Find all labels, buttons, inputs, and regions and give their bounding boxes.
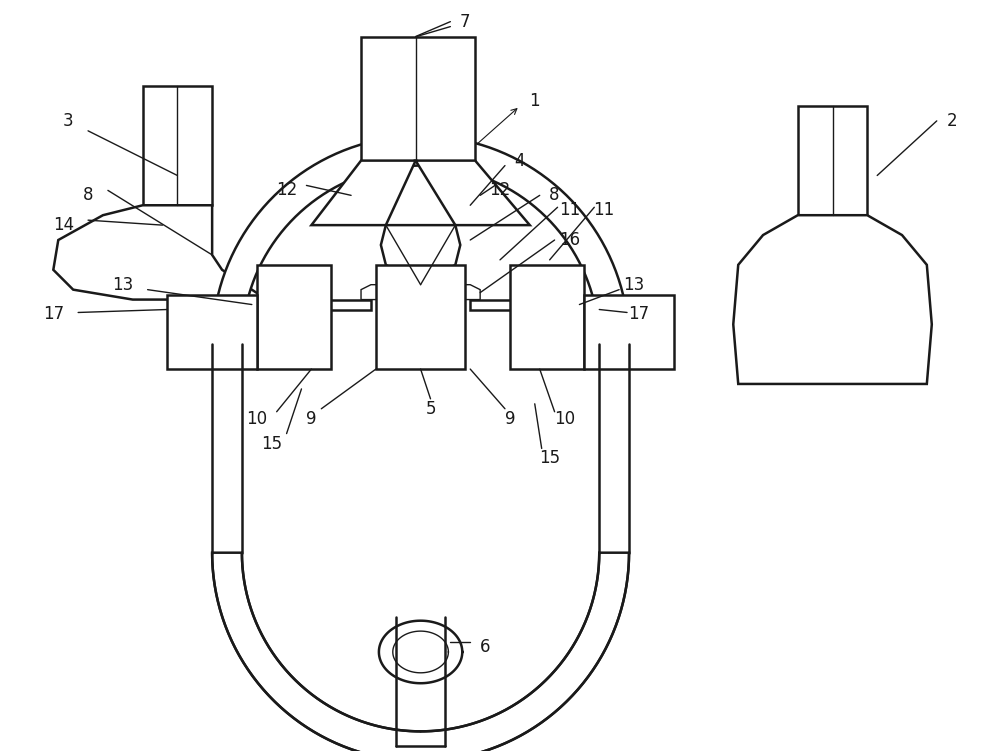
Text: 12: 12	[276, 182, 297, 199]
Text: 12: 12	[489, 182, 511, 199]
Text: 10: 10	[554, 409, 575, 428]
Polygon shape	[376, 265, 465, 369]
Polygon shape	[257, 265, 331, 369]
Text: 4: 4	[515, 152, 525, 170]
Text: 8: 8	[549, 186, 560, 204]
Polygon shape	[381, 225, 460, 285]
Text: 17: 17	[43, 305, 64, 323]
Polygon shape	[361, 285, 480, 299]
Polygon shape	[167, 295, 257, 369]
Text: 9: 9	[306, 409, 317, 428]
Text: 10: 10	[246, 409, 267, 428]
Text: 11: 11	[559, 201, 580, 219]
Text: 6: 6	[480, 638, 490, 656]
Text: 15: 15	[261, 434, 282, 452]
Text: 16: 16	[559, 231, 580, 249]
Polygon shape	[212, 136, 629, 345]
Text: 2: 2	[946, 112, 957, 130]
Polygon shape	[416, 161, 530, 225]
Polygon shape	[212, 299, 371, 309]
Text: 1: 1	[529, 92, 540, 110]
Text: 15: 15	[539, 449, 560, 467]
Polygon shape	[510, 265, 584, 369]
Text: 3: 3	[63, 112, 74, 130]
Text: 9: 9	[505, 409, 515, 428]
Text: 14: 14	[53, 216, 74, 234]
Text: 17: 17	[628, 305, 650, 323]
Polygon shape	[584, 295, 674, 369]
Polygon shape	[212, 553, 629, 754]
Polygon shape	[733, 215, 932, 384]
Text: 7: 7	[460, 13, 471, 31]
Text: 13: 13	[112, 276, 133, 294]
Polygon shape	[798, 106, 867, 215]
Text: 13: 13	[623, 276, 645, 294]
Text: 8: 8	[83, 186, 93, 204]
Text: 11: 11	[594, 201, 615, 219]
Text: 5: 5	[425, 400, 436, 418]
Polygon shape	[143, 86, 212, 205]
Polygon shape	[53, 205, 267, 299]
Polygon shape	[311, 161, 416, 225]
Polygon shape	[361, 36, 475, 161]
Polygon shape	[470, 299, 629, 309]
